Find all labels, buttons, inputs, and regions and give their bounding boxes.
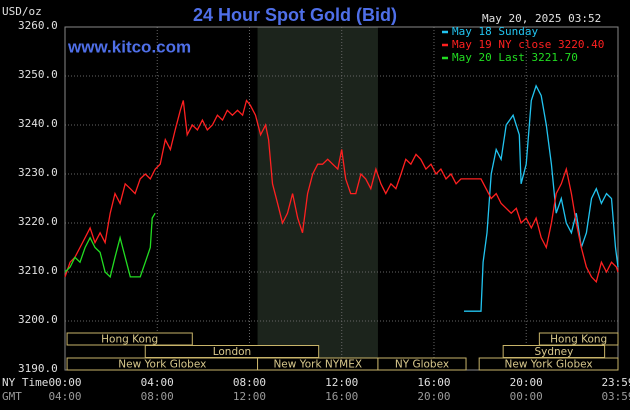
session-label: Hong Kong bbox=[550, 334, 607, 346]
x2-tick-label: 12:00 bbox=[233, 390, 266, 403]
session-label: Sydney bbox=[534, 346, 573, 358]
session-label: Hong Kong bbox=[101, 334, 158, 346]
session-label: NY Globex bbox=[395, 359, 449, 371]
x2-tick-label: 04:00 bbox=[48, 390, 81, 403]
y-tick-label: 3250.0 bbox=[18, 68, 58, 81]
price-line bbox=[64, 99, 619, 284]
x2-tick-label: 20:00 bbox=[417, 390, 450, 403]
timestamp: May 20, 2025 03:52 bbox=[482, 12, 601, 25]
x-tick-label: 12:00 bbox=[325, 376, 358, 389]
x2-tick-label: 16:00 bbox=[325, 390, 358, 403]
session-label: New York Globex bbox=[505, 359, 593, 371]
shaded-region bbox=[257, 27, 378, 370]
session-box bbox=[478, 357, 619, 371]
y-tick-label: 3260.0 bbox=[18, 19, 58, 32]
x2-tick-label: 08:00 bbox=[141, 390, 174, 403]
legend-label: May 19 NY close 3220.40 bbox=[452, 38, 604, 51]
x-tick-label: 16:00 bbox=[417, 376, 450, 389]
price-line bbox=[64, 212, 156, 279]
x-tick-label: 23:59 bbox=[601, 376, 630, 389]
legend-label: May 18 Sunday bbox=[452, 25, 538, 38]
session-label: New York Globex bbox=[118, 359, 206, 371]
y-tick-label: 3190.0 bbox=[18, 362, 58, 375]
y-tick-label: 3200.0 bbox=[18, 313, 58, 326]
session-label: London bbox=[213, 346, 252, 358]
x2-axis-label: GMT bbox=[2, 390, 22, 403]
watermark: www.kitco.com bbox=[67, 37, 191, 56]
x-tick-label: 00:00 bbox=[48, 376, 81, 389]
session-label: New York NYMEX bbox=[273, 359, 362, 371]
legend-label: May 20 Last 3221.70 bbox=[452, 51, 578, 64]
session-box bbox=[377, 357, 467, 371]
x-axis-label: NY Time bbox=[2, 376, 48, 389]
price-line bbox=[464, 84, 619, 312]
y-tick-label: 3240.0 bbox=[18, 117, 58, 130]
x2-tick-label: 03:59 bbox=[601, 390, 630, 403]
y-tick-label: 3230.0 bbox=[18, 166, 58, 179]
x2-tick-label: 00:00 bbox=[510, 390, 543, 403]
y-tick-label: 3220.0 bbox=[18, 215, 58, 228]
session-box bbox=[66, 332, 193, 346]
y-axis-label: USD/oz bbox=[2, 5, 42, 18]
chart-title: 24 Hour Spot Gold (Bid) bbox=[193, 5, 397, 25]
x-tick-label: 04:00 bbox=[141, 376, 174, 389]
y-tick-label: 3210.0 bbox=[18, 264, 58, 277]
x-tick-label: 08:00 bbox=[233, 376, 266, 389]
x-tick-label: 20:00 bbox=[510, 376, 543, 389]
